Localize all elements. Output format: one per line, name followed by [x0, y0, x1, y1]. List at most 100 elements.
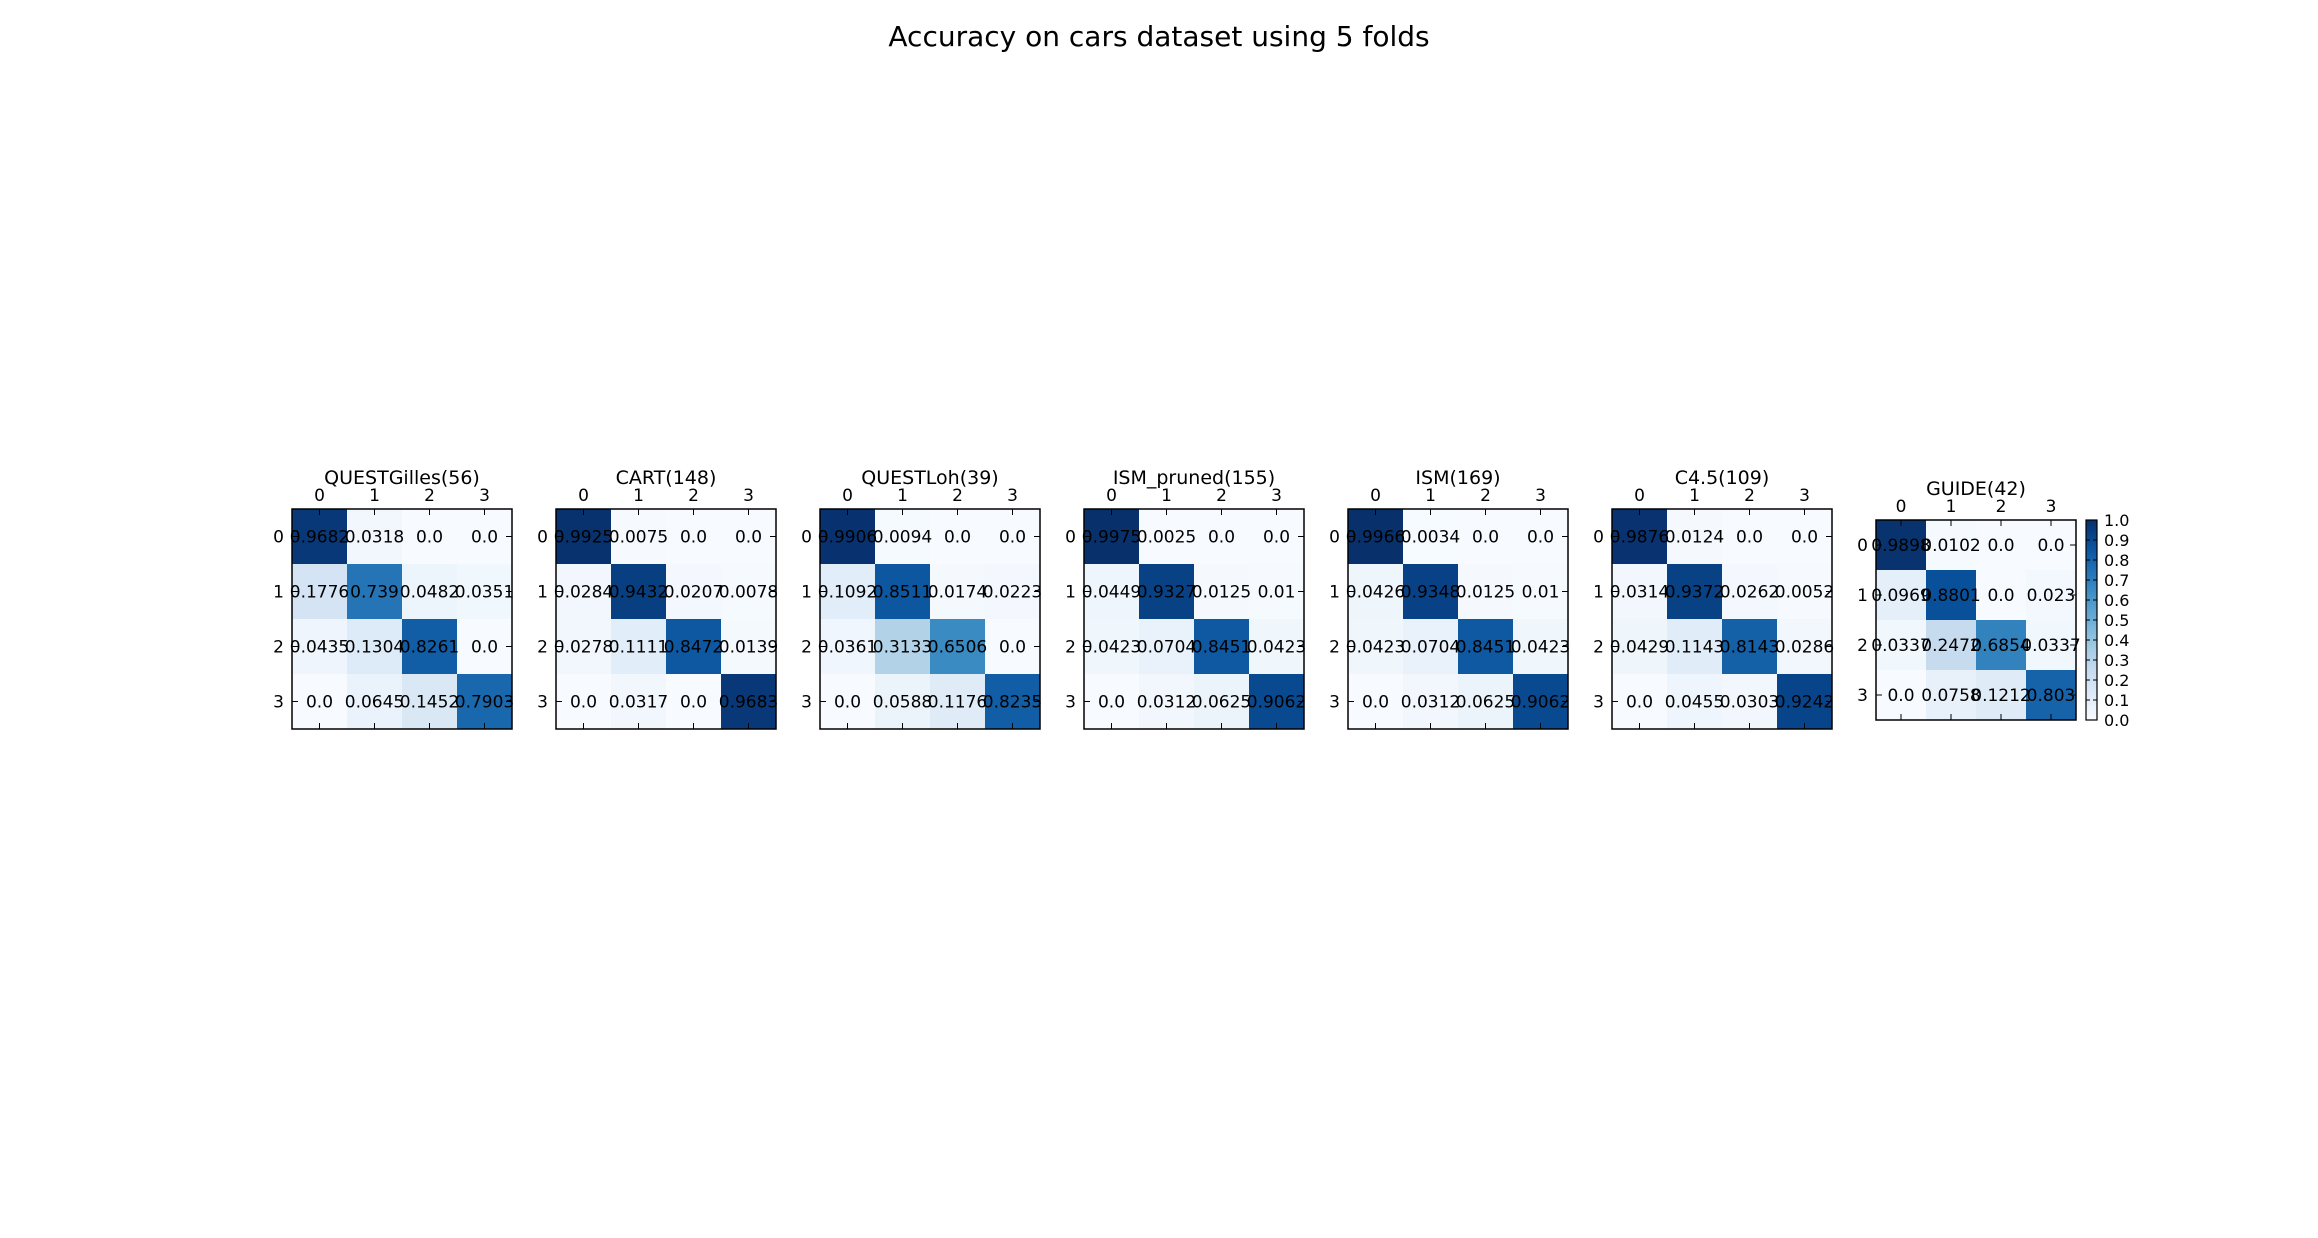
- y-tick-label: 0: [1329, 528, 1340, 548]
- cell-value-label: 0.0: [1098, 693, 1125, 713]
- cell-value-label: 0.0139: [719, 638, 778, 658]
- cell-value-label: 0.01: [1258, 583, 1296, 603]
- cell-value-label: 0.1776: [290, 583, 349, 603]
- y-tick-label: 1: [1329, 583, 1340, 603]
- y-tick-label: 3: [273, 693, 284, 713]
- colorbar-tick-label: 0.2: [2104, 671, 2129, 690]
- cell-value-label: 0.0207: [664, 583, 723, 603]
- figure-title: Accuracy on cars dataset using 5 folds: [888, 20, 1429, 53]
- colorbar: 0.00.10.20.30.40.50.60.70.80.91.0: [2086, 511, 2129, 730]
- x-tick-label: 0: [1106, 486, 1117, 506]
- cell-value-label: 0.9327: [1137, 583, 1196, 603]
- x-tick-label: 2: [1216, 486, 1227, 506]
- cell-value-label: 0.9062: [1511, 693, 1570, 713]
- colorbar-tick-label: 0.3: [2104, 651, 2129, 670]
- cell-value-label: 0.0: [416, 528, 443, 548]
- x-tick-label: 2: [424, 486, 435, 506]
- panel-title: CART(148): [616, 467, 717, 489]
- cell-value-label: 0.0034: [1401, 528, 1460, 548]
- cell-value-label: 0.8451: [1456, 638, 1515, 658]
- cell-value-label: 0.0588: [873, 693, 932, 713]
- cell-value-label: 0.9876: [1610, 528, 1669, 548]
- cell-value-label: 0.0284: [554, 583, 613, 603]
- x-tick-label: 0: [1896, 497, 1907, 517]
- cell-value-label: 0.0286: [1775, 638, 1834, 658]
- x-tick-label: 1: [1161, 486, 1172, 506]
- y-tick-label: 2: [537, 638, 548, 658]
- cell-value-label: 0.0: [1791, 528, 1818, 548]
- cell-value-label: 0.0318: [345, 528, 404, 548]
- cell-value-label: 0.8472: [664, 638, 723, 658]
- y-tick-label: 0: [537, 528, 548, 548]
- cell-value-label: 0.0: [944, 528, 971, 548]
- x-tick-label: 2: [1996, 497, 2007, 517]
- panel-title: QUESTLoh(39): [861, 467, 998, 489]
- x-tick-label: 0: [314, 486, 325, 506]
- x-tick-label: 1: [633, 486, 644, 506]
- y-tick-label: 3: [1329, 693, 1340, 713]
- y-tick-label: 2: [1065, 638, 1076, 658]
- panel-title: ISM_pruned(155): [1113, 467, 1275, 489]
- cell-value-label: 0.0102: [1921, 536, 1980, 556]
- cell-value-label: 0.0: [1362, 693, 1389, 713]
- cell-value-label: 0.0: [306, 693, 333, 713]
- panel-title: ISM(169): [1415, 467, 1500, 489]
- cell-value-label: 0.0223: [983, 583, 1042, 603]
- y-tick-label: 2: [1857, 636, 1868, 656]
- cell-value-label: 0.0262: [1720, 583, 1779, 603]
- cell-value-label: 0.9372: [1665, 583, 1724, 603]
- y-tick-label: 1: [1593, 583, 1604, 603]
- cell-value-label: 0.9906: [818, 528, 877, 548]
- x-tick-label: 3: [2046, 497, 2057, 517]
- cell-value-label: 0.8261: [400, 638, 459, 658]
- colorbar-tick-label: 0.8: [2104, 551, 2129, 570]
- x-tick-label: 1: [1425, 486, 1436, 506]
- cell-value-label: 0.0: [1736, 528, 1763, 548]
- cell-value-label: 0.0: [1472, 528, 1499, 548]
- cell-value-label: 0.1212: [1971, 686, 2030, 706]
- x-tick-label: 3: [743, 486, 754, 506]
- colorbar-tick-label: 0.7: [2104, 571, 2129, 590]
- cell-value-label: 0.0625: [1456, 693, 1515, 713]
- cell-value-label: 0.0482: [400, 583, 459, 603]
- cell-value-label: 0.6506: [928, 638, 987, 658]
- y-tick-label: 3: [1065, 693, 1076, 713]
- cell-value-label: 0.1143: [1665, 638, 1724, 658]
- cell-value-label: 0.0: [471, 528, 498, 548]
- x-tick-label: 0: [578, 486, 589, 506]
- y-tick-label: 0: [1857, 536, 1868, 556]
- cell-value-label: 0.803: [2027, 686, 2076, 706]
- cell-value-label: 0.0: [680, 528, 707, 548]
- y-tick-label: 0: [1065, 528, 1076, 548]
- y-tick-label: 1: [273, 583, 284, 603]
- cell-value-label: 0.0: [471, 638, 498, 658]
- cell-value-label: 0.9062: [1247, 693, 1306, 713]
- cell-value-label: 0.0429: [1610, 638, 1669, 658]
- y-tick-label: 3: [537, 693, 548, 713]
- cell-value-label: 0.1092: [818, 583, 877, 603]
- y-tick-label: 0: [1593, 528, 1604, 548]
- colorbar-tick-label: 0.9: [2104, 531, 2129, 550]
- cell-value-label: 0.0625: [1192, 693, 1251, 713]
- cell-value-label: 0.0025: [1137, 528, 1196, 548]
- cell-value-label: 0.0: [1527, 528, 1554, 548]
- cell-value-label: 0.0314: [1610, 583, 1669, 603]
- panel-title: GUIDE(42): [1926, 478, 2026, 500]
- y-tick-label: 0: [273, 528, 284, 548]
- x-tick-label: 3: [1007, 486, 1018, 506]
- cell-value-label: 0.0: [1208, 528, 1235, 548]
- cell-value-label: 0.0: [1987, 536, 2014, 556]
- cell-value-label: 0.0426: [1346, 583, 1405, 603]
- y-tick-label: 1: [1857, 586, 1868, 606]
- cell-value-label: 0.1452: [400, 693, 459, 713]
- colorbar-tick-label: 0.5: [2104, 611, 2129, 630]
- cell-value-label: 0.023: [2027, 586, 2076, 606]
- cell-value-label: 0.9683: [719, 693, 778, 713]
- cell-value-label: 0.1111: [609, 638, 668, 658]
- x-tick-label: 1: [1689, 486, 1700, 506]
- x-tick-label: 3: [479, 486, 490, 506]
- cell-value-label: 0.0351: [455, 583, 514, 603]
- y-tick-label: 0: [801, 528, 812, 548]
- y-tick-label: 1: [537, 583, 548, 603]
- cell-value-label: 0.1304: [345, 638, 404, 658]
